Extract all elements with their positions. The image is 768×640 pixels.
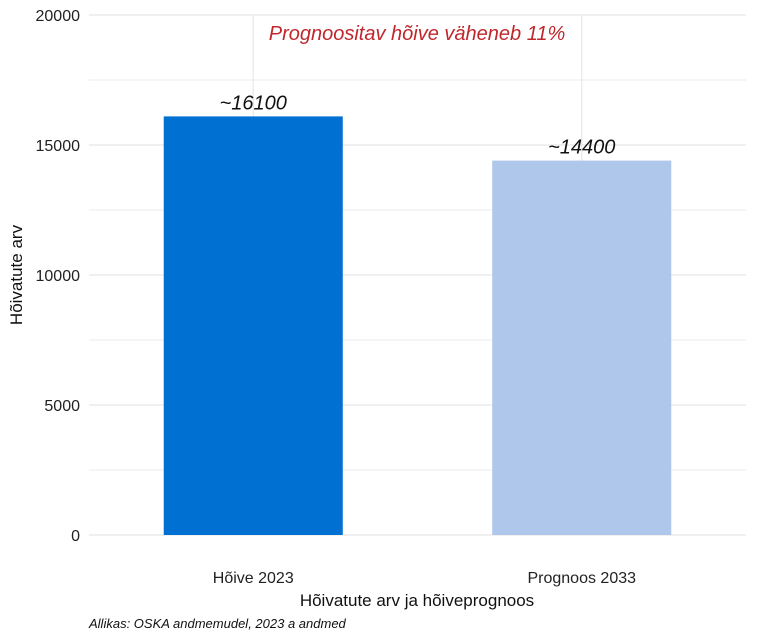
bars: ~16100 ~14400 xyxy=(163,92,672,536)
bar-1 xyxy=(163,116,343,536)
caption: Allikas: OSKA andmemudel, 2023 a andmed xyxy=(88,616,347,631)
y-tick-label: 5000 xyxy=(44,398,80,415)
y-tick-label: 10000 xyxy=(36,268,81,285)
bar-value-label: ~16100 xyxy=(220,92,287,114)
y-axis-title: Hõivatute arv xyxy=(7,224,26,325)
bar-2 xyxy=(492,160,672,535)
y-tick-label: 20000 xyxy=(36,8,81,25)
x-tick-label: Hõive 2023 xyxy=(213,570,294,587)
x-tick-label: Prognoos 2033 xyxy=(527,570,636,587)
annotation: Prognoositav hõive väheneb 11% xyxy=(269,23,566,45)
y-tick-label: 15000 xyxy=(36,138,81,155)
y-tick-label: 0 xyxy=(71,528,80,545)
bar-value-label: ~14400 xyxy=(548,137,615,159)
x-axis-ticks: Hõive 2023 Prognoos 2033 xyxy=(213,570,636,587)
y-axis-ticks: 0 5000 10000 15000 20000 xyxy=(36,8,81,545)
x-axis-title: Hõivatute arv ja hõiveprognoos xyxy=(300,591,534,610)
